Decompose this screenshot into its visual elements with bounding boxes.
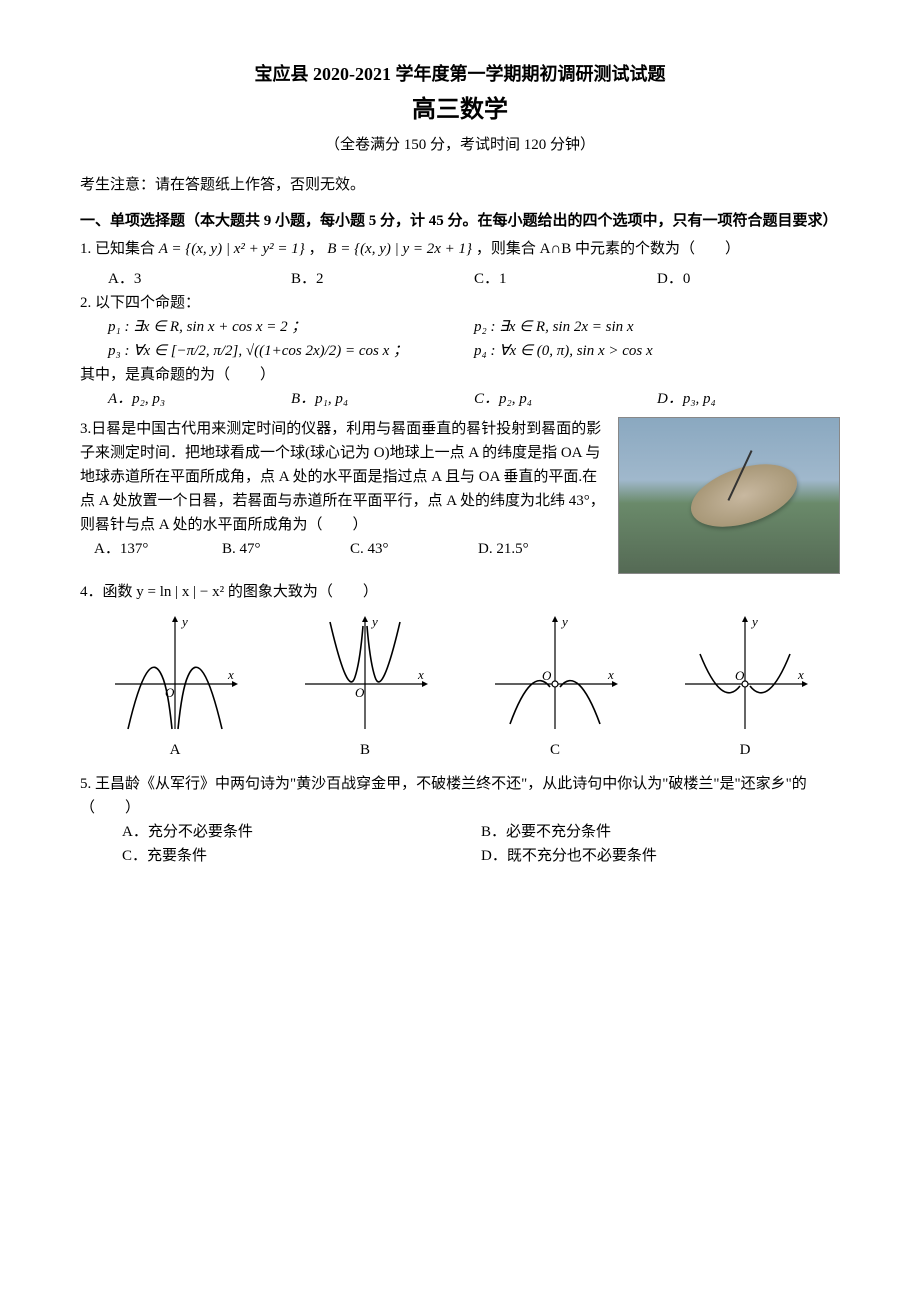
q4-graph-d: y x O D: [650, 614, 840, 762]
q2-stem: 2. 以下四个命题：: [80, 291, 840, 315]
q4-label-c: C: [460, 738, 650, 762]
question-3: 3.日晷是中国古代用来测定时间的仪器，利用与晷面垂直的晷针投射到晷面的影子来测定…: [80, 417, 840, 574]
q2-opt-b: B．p₁, p₄: [291, 387, 474, 411]
q3-text: 3.日晷是中国古代用来测定时间的仪器，利用与晷面垂直的晷针投射到晷面的影子来测定…: [80, 417, 606, 537]
q1-set-b: B = {(x, y) | y = 2x + 1}: [327, 241, 472, 257]
q1-tail: ，则集合 A∩B 中元素的个数为（ ）: [476, 241, 740, 257]
q4-label-d: D: [650, 738, 840, 762]
svg-text:x: x: [797, 667, 804, 682]
exam-subtitle: 高三数学: [80, 91, 840, 129]
svg-text:x: x: [227, 667, 234, 682]
svg-text:y: y: [750, 614, 758, 629]
q2-opt-d: D．p₃, p₄: [657, 387, 840, 411]
exam-info: （全卷满分 150 分，考试时间 120 分钟）: [80, 133, 840, 157]
q3-opt-d: D. 21.5°: [478, 537, 606, 561]
q3-opt-b: B. 47°: [222, 537, 350, 561]
svg-text:y: y: [180, 614, 188, 629]
q1-options: A．3 B．2 C．1 D．0: [108, 267, 840, 291]
q5-opt-d: D．既不充分也不必要条件: [481, 844, 840, 868]
q1-set-a: A = {(x, y) | x² + y² = 1}: [159, 241, 305, 257]
q2-p4: p₄ : ∀x ∈ (0, π), sin x > cos x: [474, 339, 840, 363]
q5-opt-a: A．充分不必要条件: [122, 820, 481, 844]
q4-stem: 4．函数 y = ln | x | − x² 的图象大致为（ ）: [80, 580, 840, 604]
question-5: 5. 王昌龄《从军行》中两句诗为"黄沙百战穿金甲，不破楼兰终不还"，从此诗句中你…: [80, 772, 840, 868]
svg-text:x: x: [607, 667, 614, 682]
q4-graph-a: y x O A: [80, 614, 270, 762]
q2-opt-c: C．p₂, p₄: [474, 387, 657, 411]
svg-text:y: y: [560, 614, 568, 629]
q5-opt-c: C．充要条件: [122, 844, 481, 868]
q5-opt-b: B．必要不充分条件: [481, 820, 840, 844]
sundial-image: [618, 417, 840, 574]
q1-opt-a: A．3: [108, 267, 291, 291]
svg-text:O: O: [355, 685, 365, 700]
exam-title: 宝应县 2020-2021 学年度第一学期期初调研测试试题: [80, 60, 840, 89]
q1-opt-c: C．1: [474, 267, 657, 291]
q2-opt-a: A．p₂, p₃: [108, 387, 291, 411]
question-2: 2. 以下四个命题： p₁ : ∃x ∈ R, sin x + cos x = …: [80, 291, 840, 411]
section-1-heading: 一、单项选择题（本大题共 9 小题，每小题 5 分，计 45 分。在每小题给出的…: [80, 209, 840, 233]
q4-label-a: A: [80, 738, 270, 762]
q2-p1: p₁ : ∃x ∈ R, sin x + cos x = 2 ；: [108, 315, 474, 339]
q2-tail: 其中，是真命题的为（ ）: [80, 363, 840, 387]
q1-stem-prefix: 1. 已知集合: [80, 241, 159, 257]
q4-graphs: y x O A y x O B: [80, 614, 840, 762]
question-1: 1. 已知集合 A = {(x, y) | x² + y² = 1} ， B =…: [80, 237, 840, 261]
q1-opt-b: B．2: [291, 267, 474, 291]
q4-graph-b: y x O B: [270, 614, 460, 762]
q2-p3: p₃ : ∀x ∈ [−π/2, π/2], √((1+cos 2x)/2) =…: [108, 339, 474, 363]
q4-graph-c: y x O C: [460, 614, 650, 762]
svg-text:y: y: [370, 614, 378, 629]
q1-mid: ，: [309, 241, 324, 257]
q1-opt-d: D．0: [657, 267, 840, 291]
q5-stem: 5. 王昌龄《从军行》中两句诗为"黄沙百战穿金甲，不破楼兰终不还"，从此诗句中你…: [80, 772, 840, 820]
q2-p2: p₂ : ∃x ∈ R, sin 2x = sin x: [474, 315, 840, 339]
exam-notice: 考生注意：请在答题纸上作答，否则无效。: [80, 173, 840, 197]
question-4: 4．函数 y = ln | x | − x² 的图象大致为（ ） y x O A…: [80, 580, 840, 762]
q4-label-b: B: [270, 738, 460, 762]
q3-opt-a: A．137°: [94, 537, 222, 561]
svg-text:x: x: [417, 667, 424, 682]
q3-opt-c: C. 43°: [350, 537, 478, 561]
